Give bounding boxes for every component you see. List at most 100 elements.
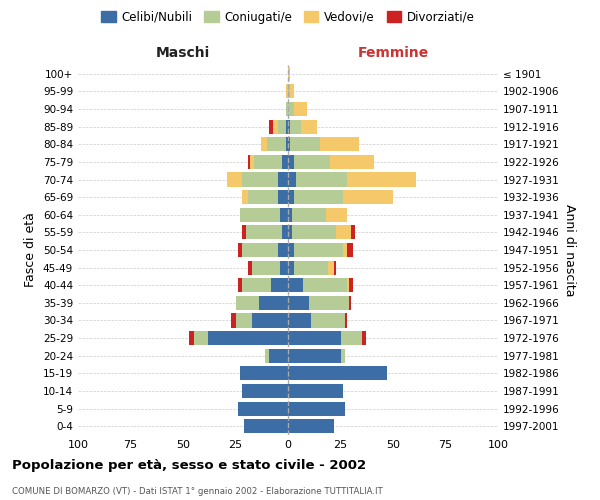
Bar — [248, 190, 277, 204]
Bar — [347, 278, 349, 292]
Bar — [328, 260, 334, 274]
Bar — [295, 243, 343, 257]
Bar — [260, 137, 267, 152]
Bar — [277, 172, 288, 186]
Bar — [349, 278, 353, 292]
Bar — [235, 314, 252, 328]
Bar — [240, 208, 280, 222]
Bar — [311, 314, 345, 328]
Bar — [280, 208, 288, 222]
Bar — [274, 120, 277, 134]
Bar — [238, 402, 288, 415]
Bar — [288, 155, 295, 169]
Bar — [277, 243, 288, 257]
Bar — [242, 278, 271, 292]
Bar — [288, 67, 290, 81]
Bar — [277, 120, 286, 134]
Bar — [295, 260, 328, 274]
Bar — [334, 260, 337, 274]
Bar — [288, 384, 343, 398]
Bar — [254, 155, 282, 169]
Bar — [227, 172, 242, 186]
Bar — [238, 243, 242, 257]
Text: Femmine: Femmine — [358, 46, 428, 60]
Bar — [301, 120, 317, 134]
Bar — [341, 331, 361, 345]
Bar — [288, 366, 387, 380]
Bar — [286, 102, 288, 116]
Bar — [288, 208, 292, 222]
Bar — [242, 226, 246, 239]
Bar — [290, 120, 301, 134]
Bar — [282, 226, 288, 239]
Bar — [244, 419, 288, 433]
Bar — [240, 366, 288, 380]
Bar — [290, 137, 320, 152]
Bar — [288, 260, 295, 274]
Y-axis label: Fasce di età: Fasce di età — [25, 212, 37, 288]
Bar — [290, 84, 295, 98]
Legend: Celibi/Nubili, Coniugati/e, Vedovi/e, Divorziati/e: Celibi/Nubili, Coniugati/e, Vedovi/e, Di… — [97, 6, 479, 28]
Bar — [330, 155, 374, 169]
Bar — [341, 348, 344, 363]
Bar — [190, 331, 193, 345]
Bar — [238, 278, 242, 292]
Bar — [253, 260, 280, 274]
Y-axis label: Anni di nascita: Anni di nascita — [563, 204, 576, 296]
Bar — [288, 243, 295, 257]
Text: COMUNE DI BOMARZO (VT) - Dati ISTAT 1° gennaio 2002 - Elaborazione TUTTITALIA.IT: COMUNE DI BOMARZO (VT) - Dati ISTAT 1° g… — [12, 487, 383, 496]
Bar — [193, 331, 208, 345]
Bar — [286, 120, 288, 134]
Bar — [288, 296, 309, 310]
Bar — [343, 243, 347, 257]
Bar — [246, 226, 282, 239]
Bar — [361, 331, 366, 345]
Text: Maschi: Maschi — [156, 46, 210, 60]
Bar — [343, 190, 393, 204]
Bar — [349, 296, 351, 310]
Bar — [252, 314, 288, 328]
Bar — [288, 137, 290, 152]
Bar — [282, 155, 288, 169]
Bar — [248, 260, 252, 274]
Bar — [269, 348, 288, 363]
Bar — [248, 155, 250, 169]
Bar — [351, 226, 355, 239]
Bar — [242, 243, 277, 257]
Bar — [288, 278, 303, 292]
Bar — [288, 402, 345, 415]
Bar — [259, 296, 288, 310]
Bar — [288, 331, 341, 345]
Bar — [288, 84, 290, 98]
Bar — [232, 314, 235, 328]
Bar — [292, 226, 337, 239]
Bar — [286, 84, 288, 98]
Bar — [295, 190, 343, 204]
Bar — [292, 208, 326, 222]
Bar — [296, 172, 347, 186]
Bar — [269, 120, 274, 134]
Bar — [326, 208, 347, 222]
Bar — [242, 384, 288, 398]
Bar — [288, 419, 334, 433]
Bar — [345, 314, 347, 328]
Bar — [288, 190, 295, 204]
Bar — [320, 137, 359, 152]
Bar — [288, 314, 311, 328]
Bar — [347, 172, 416, 186]
Bar — [286, 137, 288, 152]
Bar — [288, 226, 292, 239]
Bar — [277, 190, 288, 204]
Bar — [267, 137, 286, 152]
Text: Popolazione per età, sesso e stato civile - 2002: Popolazione per età, sesso e stato civil… — [12, 460, 366, 472]
Bar — [295, 155, 330, 169]
Bar — [208, 331, 288, 345]
Bar — [288, 120, 290, 134]
Bar — [347, 243, 353, 257]
Bar — [309, 296, 349, 310]
Bar — [295, 102, 307, 116]
Bar — [288, 102, 295, 116]
Bar — [303, 278, 347, 292]
Bar — [250, 155, 254, 169]
Bar — [236, 296, 259, 310]
